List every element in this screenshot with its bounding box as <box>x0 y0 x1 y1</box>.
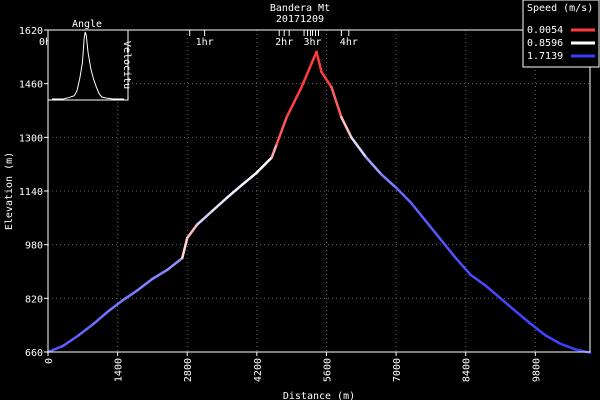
inset-curve <box>52 31 124 100</box>
x-tick-label: 8400 <box>462 358 473 382</box>
inset-frame <box>47 29 129 101</box>
series-segment <box>315 50 323 74</box>
x-axis: 0 1400 2800 4200 5600 7000 8400 9800 <box>44 352 542 382</box>
legend-entries: 0.0054 0.8596 1.7139 <box>527 25 595 62</box>
legend-title: Speed (m/s) <box>527 3 593 14</box>
time-marker-label: 4hr <box>340 37 358 48</box>
time-marker-label: 3hr <box>304 37 322 48</box>
series-segment <box>136 277 154 292</box>
x-tick-label: 4200 <box>253 358 264 382</box>
series-segment <box>285 95 298 119</box>
y-axis: 660 820 980 1140 1300 1460 1620 <box>19 26 48 359</box>
series-segment <box>225 183 244 199</box>
y-tick-label: 820 <box>25 294 43 305</box>
series-segment <box>514 309 532 325</box>
series-segment <box>409 201 428 223</box>
series-segment <box>469 273 487 287</box>
series-segment <box>151 268 169 281</box>
series-segment <box>320 70 333 89</box>
series-segment <box>166 256 184 272</box>
x-tick-label: 2800 <box>183 358 194 382</box>
series-segment <box>121 289 139 302</box>
y-axis-label: Elevation (m) <box>4 152 15 230</box>
inset-panel: Angle Velocitu <box>47 19 132 101</box>
y-tick-label: 1460 <box>19 80 43 91</box>
x-tick-label: 9800 <box>531 358 542 382</box>
legend-entry-label: 0.0054 <box>527 25 563 36</box>
inset-title: Angle <box>72 19 102 30</box>
time-marker-label: 2hr <box>275 37 293 48</box>
series-segment <box>529 322 547 337</box>
series-segment <box>275 115 288 146</box>
x-tick-label: 1400 <box>114 358 125 382</box>
series-segment <box>270 142 278 159</box>
y-tick-label: 1620 <box>19 26 43 37</box>
series-segment <box>310 50 318 65</box>
series-segment <box>364 156 383 176</box>
time-marker-label: 1hr <box>196 37 214 48</box>
x-tick-label: 5600 <box>322 358 333 382</box>
series-segment <box>350 136 368 159</box>
chart-subtitle: 20171209 <box>276 14 324 25</box>
legend-entry-label: 0.8596 <box>527 38 563 49</box>
series-segment <box>195 209 214 226</box>
x-tick-label: 7000 <box>392 358 403 382</box>
series-segment <box>379 172 398 189</box>
series-segment <box>295 85 303 99</box>
x-axis-label: Distance (m) <box>283 391 355 400</box>
series-segment <box>185 223 199 240</box>
chart-title: Bandera Mt <box>270 3 330 14</box>
series-segment <box>210 196 229 213</box>
series-segment <box>255 156 274 174</box>
series-segment <box>106 299 124 313</box>
series-segment <box>558 342 577 351</box>
series-segment <box>46 344 65 354</box>
series-segment <box>330 85 343 119</box>
series-segment <box>484 284 502 300</box>
y-tick-label: 1300 <box>19 133 43 144</box>
y-tick-label: 1140 <box>19 187 43 198</box>
series-segment <box>454 256 472 277</box>
inset-right-label: Velocitu <box>121 41 132 89</box>
x-tick-label: 0 <box>44 358 55 364</box>
series-segment <box>424 219 443 241</box>
series-line <box>46 50 592 354</box>
series-segment <box>76 323 95 338</box>
series-segment <box>543 333 562 345</box>
series-segment <box>91 310 109 326</box>
series-segment <box>499 297 517 313</box>
legend: Speed (m/s) 0.0054 0.8596 1.7139 <box>522 0 600 68</box>
series-segment <box>439 238 457 260</box>
series-segment <box>340 115 353 139</box>
y-tick-label: 980 <box>25 241 43 252</box>
series-segment <box>61 334 80 348</box>
series-segment <box>394 186 413 204</box>
legend-entry-label: 1.7139 <box>527 51 563 62</box>
series-segment <box>300 62 313 89</box>
series-segment <box>240 171 259 187</box>
series-segment <box>181 236 189 260</box>
grid <box>48 30 590 352</box>
y-tick-label: 660 <box>25 348 43 359</box>
